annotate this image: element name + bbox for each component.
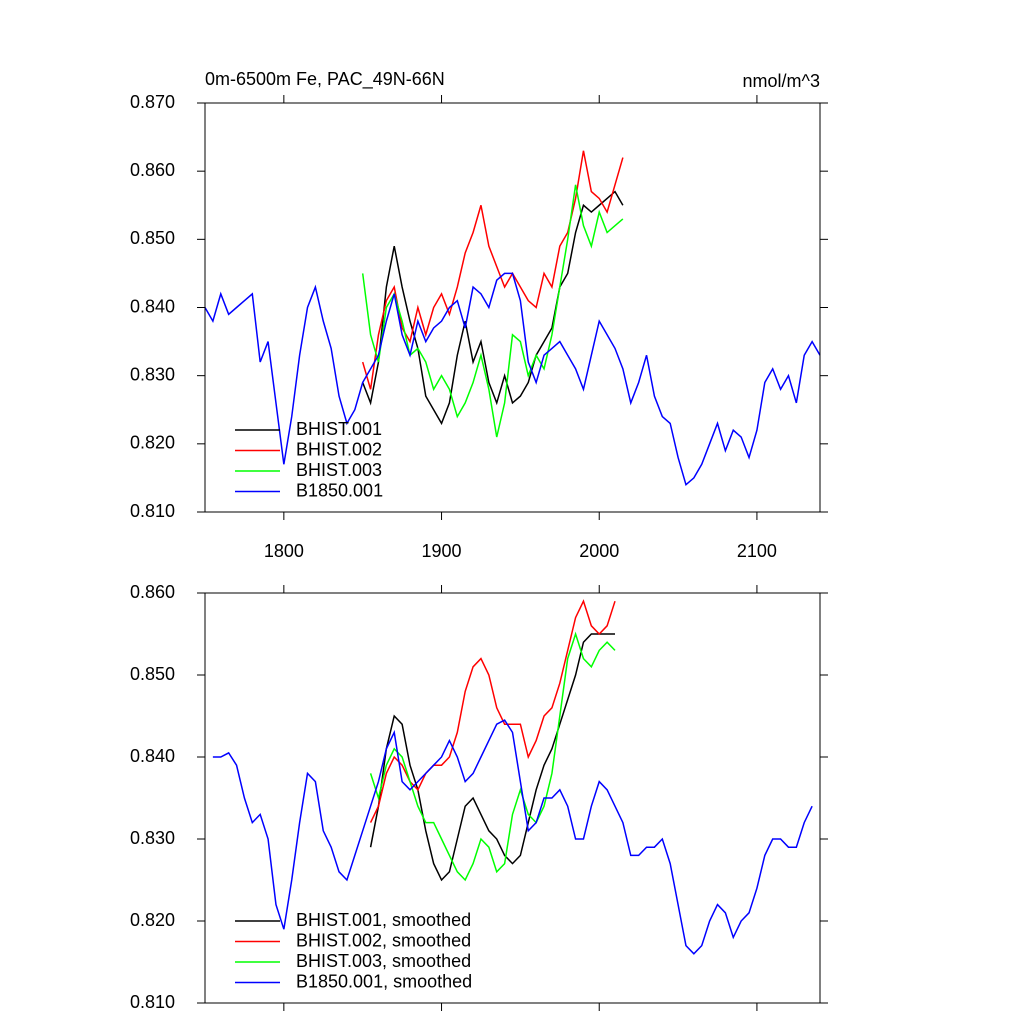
y-tick-label: 0.860 xyxy=(130,582,175,602)
legend-label: BHIST.001, smoothed xyxy=(296,910,471,930)
legend-label: BHIST.003, smoothed xyxy=(296,951,471,971)
data-line xyxy=(369,599,616,823)
legend-label: B1850.001, smoothed xyxy=(296,971,472,991)
y-tick-label: 0.830 xyxy=(130,828,175,848)
y-tick-label: 0.820 xyxy=(130,433,175,453)
data-line xyxy=(212,719,813,955)
y-tick-label: 0.870 xyxy=(130,92,175,112)
y-tick-label: 0.840 xyxy=(130,296,175,316)
data-line xyxy=(204,272,821,487)
data-line xyxy=(361,190,624,426)
x-tick-label: 1800 xyxy=(264,541,304,561)
x-tick-label: 1900 xyxy=(422,541,462,561)
x-tick-label: 2000 xyxy=(579,541,619,561)
legend-label: BHIST.001 xyxy=(296,419,382,439)
data-line xyxy=(361,150,624,390)
y-tick-label: 0.810 xyxy=(130,501,175,521)
y-tick-label: 0.810 xyxy=(130,992,175,1012)
legend-label: BHIST.003 xyxy=(296,460,382,480)
legend-label: B1850.001 xyxy=(296,480,383,500)
y-tick-label: 0.840 xyxy=(130,746,175,766)
y-tick-label: 0.860 xyxy=(130,160,175,180)
units-label: nmol/m^3 xyxy=(743,71,820,91)
y-tick-label: 0.820 xyxy=(130,910,175,930)
data-line xyxy=(361,184,624,438)
x-tick-label: 2100 xyxy=(737,541,777,561)
y-tick-label: 0.850 xyxy=(130,664,175,684)
legend-label: BHIST.002, smoothed xyxy=(296,930,471,950)
plot-frame xyxy=(204,592,821,1004)
legend-label: BHIST.002 xyxy=(296,439,382,459)
chart-title: 0m-6500m Fe, PAC_49N-66N xyxy=(205,69,445,90)
data-line xyxy=(369,633,615,882)
y-tick-label: 0.850 xyxy=(130,228,175,248)
y-tick-label: 0.830 xyxy=(130,364,175,384)
data-line xyxy=(369,631,616,882)
